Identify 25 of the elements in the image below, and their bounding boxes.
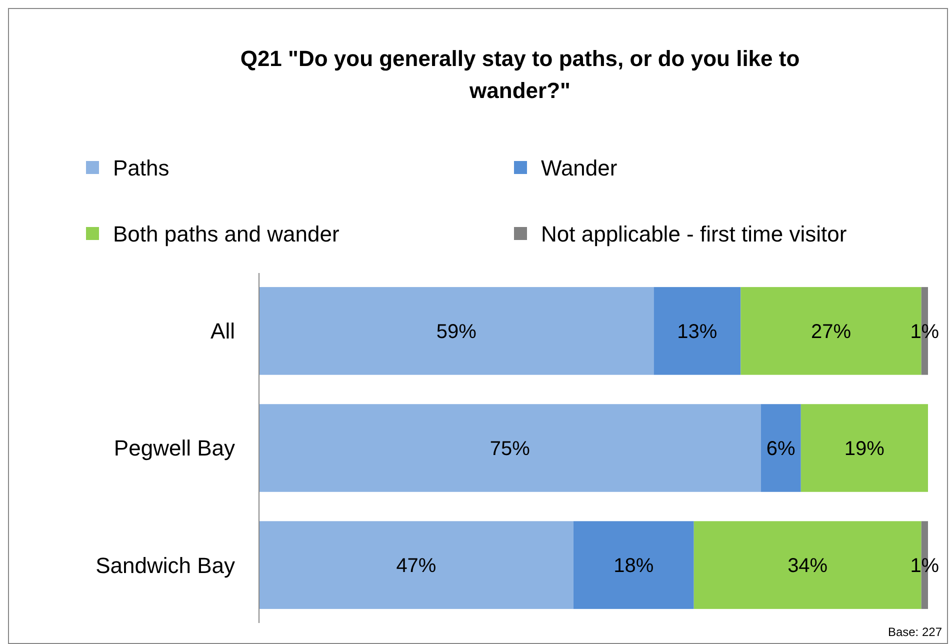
y-tick-label: Sandwich Bay: [96, 552, 235, 578]
data-label: 59%: [436, 320, 477, 343]
data-label: 47%: [396, 555, 436, 578]
bar: [800, 404, 928, 492]
data-label: 34%: [788, 555, 828, 578]
bar: [760, 404, 801, 492]
legend-label: Wander: [541, 156, 618, 181]
y-tick-label: All: [210, 318, 235, 344]
data-label: 27%: [810, 320, 852, 343]
legend-label: Both paths and wander: [113, 222, 340, 247]
text: Base: 227: [888, 625, 942, 639]
bar: [259, 287, 654, 375]
bar: [573, 521, 694, 609]
bar: [654, 287, 741, 375]
bar: [259, 404, 761, 492]
data-label: 13%: [677, 320, 718, 343]
chart-title: Q21 "Do you generally stay to paths, or do you like to wander?": [240, 46, 800, 103]
bar: [259, 521, 574, 609]
legend-label: Not applicable - first time visitor: [541, 222, 847, 247]
legend-label: Paths: [113, 156, 170, 181]
data-label: 6%: [766, 438, 796, 460]
data-label: 19%: [844, 438, 885, 460]
data-label: 75%: [490, 438, 530, 460]
y-tick-label: Pegwell Bay: [114, 436, 235, 461]
data-label: 18%: [614, 555, 654, 578]
